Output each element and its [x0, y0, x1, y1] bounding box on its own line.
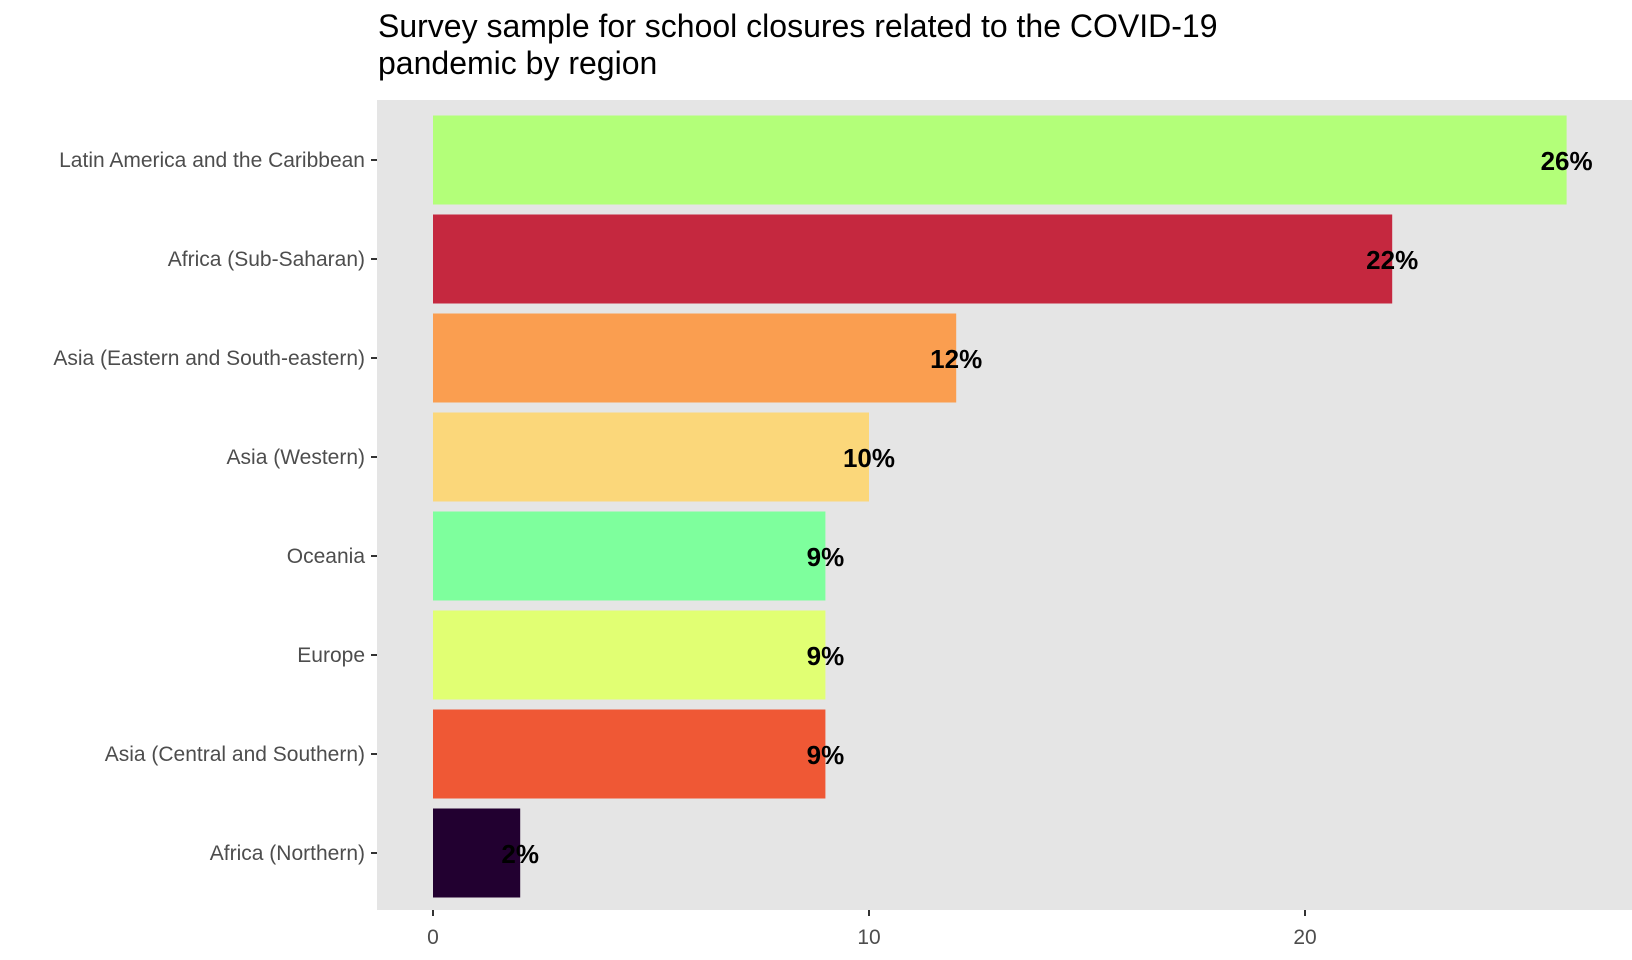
- x-tick-label: 10: [857, 926, 880, 949]
- x-axis: 0 10 20: [427, 910, 1317, 949]
- x-tick-label: 0: [427, 926, 439, 949]
- data-label: 10%: [843, 443, 895, 473]
- bar: [433, 808, 521, 898]
- data-label: 2%: [501, 839, 539, 869]
- bar: [433, 412, 869, 502]
- data-label: 9%: [807, 641, 845, 671]
- data-label: 26%: [1541, 146, 1593, 176]
- data-labels-group: 26% 22% 12% 10% 9% 9% 9% 2%: [501, 146, 1592, 869]
- category-label: Africa (Sub-Saharan): [168, 248, 365, 271]
- category-label: Africa (Northern): [210, 842, 365, 865]
- category-label: Latin America and the Caribbean: [59, 149, 365, 172]
- x-tick-label: 20: [1293, 926, 1316, 949]
- bar: [433, 214, 1393, 304]
- bar: [433, 610, 826, 700]
- y-axis: Latin America and the Caribbean Africa (S…: [53, 149, 377, 865]
- bar: [433, 511, 826, 601]
- data-label: 9%: [807, 740, 845, 770]
- data-label: 9%: [807, 542, 845, 572]
- chart-title: Survey sample for school closures relate…: [378, 8, 1218, 81]
- bars-group: [433, 115, 1567, 898]
- category-label: Europe: [297, 644, 365, 667]
- category-label: Asia (Central and Southern): [105, 743, 365, 766]
- category-label: Oceania: [287, 545, 366, 568]
- bar: [433, 709, 826, 799]
- data-label: 12%: [930, 344, 982, 374]
- category-label: Asia (Eastern and South-eastern): [53, 347, 365, 370]
- category-label: Asia (Western): [227, 446, 365, 469]
- bar: [433, 313, 957, 403]
- data-label: 22%: [1366, 245, 1418, 275]
- bar: [433, 115, 1567, 205]
